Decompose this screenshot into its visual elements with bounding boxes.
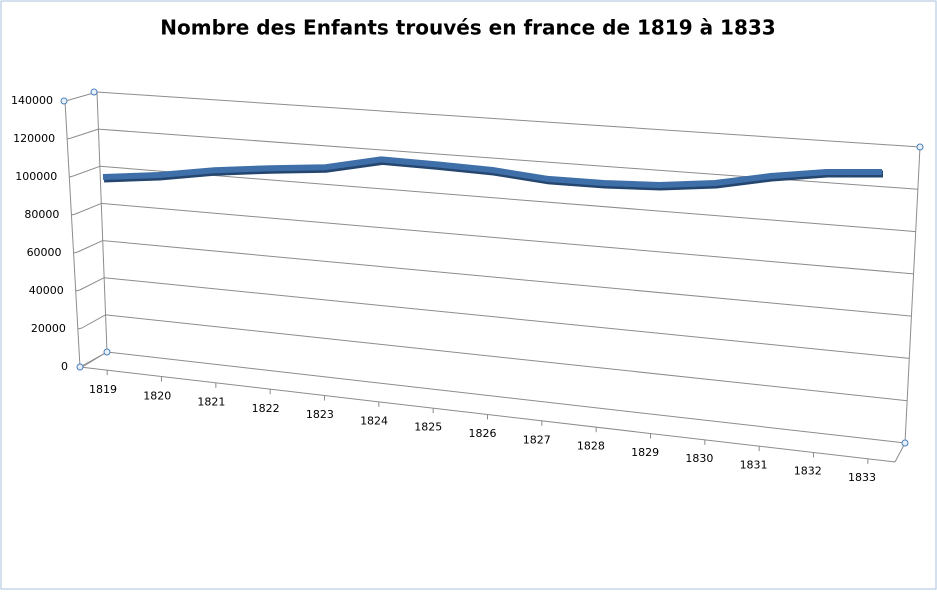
wall-edge	[70, 128, 99, 139]
x-tick-label: 1832	[794, 465, 822, 478]
x-tick-label: 1829	[631, 446, 659, 459]
y-tick-label: 80000	[24, 208, 59, 221]
y-tick	[77, 327, 82, 330]
axis-line	[904, 146, 921, 444]
y-tick-label: 140000	[11, 94, 53, 107]
y-tick	[75, 289, 80, 292]
handle	[90, 88, 98, 96]
y-tick-label: 20000	[31, 322, 66, 335]
x-tick-label: 1827	[523, 433, 551, 446]
y-tick	[67, 137, 72, 140]
axis-line	[64, 100, 81, 368]
y-tick-label: 120000	[13, 132, 55, 145]
wall-edge	[79, 277, 105, 291]
grid-line	[104, 277, 910, 359]
axis-line	[96, 91, 108, 353]
y-tick-label: 40000	[29, 284, 64, 297]
x-tick-label: 1828	[577, 440, 605, 453]
grid-line	[99, 165, 916, 233]
grid-line	[106, 351, 906, 444]
x-tick-label: 1824	[360, 414, 388, 427]
axis-line	[894, 442, 906, 463]
x-tick-label: 1820	[143, 389, 171, 402]
x-tick-label: 1821	[197, 396, 225, 409]
x-tick-label: 1819	[89, 383, 117, 396]
handle	[76, 363, 84, 371]
grid-line	[105, 314, 908, 402]
axis-line	[79, 351, 108, 368]
x-tick-label: 1826	[469, 427, 497, 440]
wall-edge	[73, 165, 101, 177]
y-tick-label: 60000	[27, 246, 62, 259]
grid-line	[96, 91, 921, 148]
handle	[60, 97, 68, 105]
chart-title: Nombre des Enfants trouvés en france de …	[160, 16, 775, 40]
x-tick-label: 1831	[740, 458, 768, 471]
y-tick	[69, 175, 74, 178]
series-line	[102, 156, 882, 188]
handle	[916, 143, 924, 151]
x-tick-label: 1823	[306, 408, 334, 421]
y-tick	[73, 251, 78, 254]
handle	[901, 439, 909, 447]
y-tick	[71, 213, 76, 216]
x-tick-label: 1833	[848, 471, 876, 484]
grid-line	[102, 240, 912, 317]
wall-edge	[81, 314, 106, 329]
wall-edge	[75, 202, 102, 215]
handle	[103, 348, 111, 356]
y-tick-label: 100000	[15, 170, 57, 183]
x-tick-label: 1830	[685, 452, 713, 465]
x-tick-label: 1825	[414, 421, 442, 434]
y-tick-label: 0	[61, 360, 68, 373]
grid-line	[101, 202, 914, 275]
x-tick-label: 1822	[252, 402, 280, 415]
wall-edge	[77, 240, 103, 253]
